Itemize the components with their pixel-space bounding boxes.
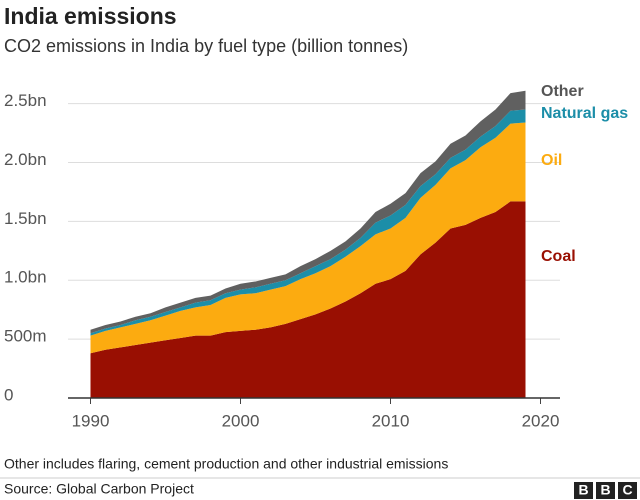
logo-box: [618, 482, 637, 499]
logo-letter: B: [578, 482, 588, 498]
logo-letter: C: [622, 482, 632, 498]
series-label: Other: [541, 83, 584, 100]
series-label: Coal: [541, 248, 576, 265]
x-tick-label: 2010: [372, 411, 410, 430]
logo-box: [574, 482, 593, 499]
y-tick-label: 2.5bn: [4, 91, 47, 110]
source: Source: Global Carbon Project: [4, 481, 194, 497]
x-tick-label: 1990: [72, 411, 110, 430]
y-tick-label: 500m: [4, 327, 47, 346]
chart-title: India emissions: [4, 3, 177, 29]
logo-letter: B: [600, 482, 610, 498]
y-tick-label: 1.0bn: [4, 268, 47, 287]
x-tick-label: 2000: [222, 411, 260, 430]
y-tick-label: 2.0bn: [4, 150, 47, 169]
area: [90, 201, 526, 398]
note: Other includes flaring, cement productio…: [4, 456, 448, 472]
x-tick-label: 2020: [522, 411, 560, 430]
chart-subtitle: CO2 emissions in India by fuel type (bil…: [4, 36, 408, 56]
y-tick-label: 1.5bn: [4, 209, 47, 228]
logo-box: [596, 482, 615, 499]
series-label: Natural gas: [541, 105, 628, 122]
series-label: Oil: [541, 152, 562, 169]
y-tick-label: 0: [4, 385, 13, 404]
area: [90, 122, 526, 354]
